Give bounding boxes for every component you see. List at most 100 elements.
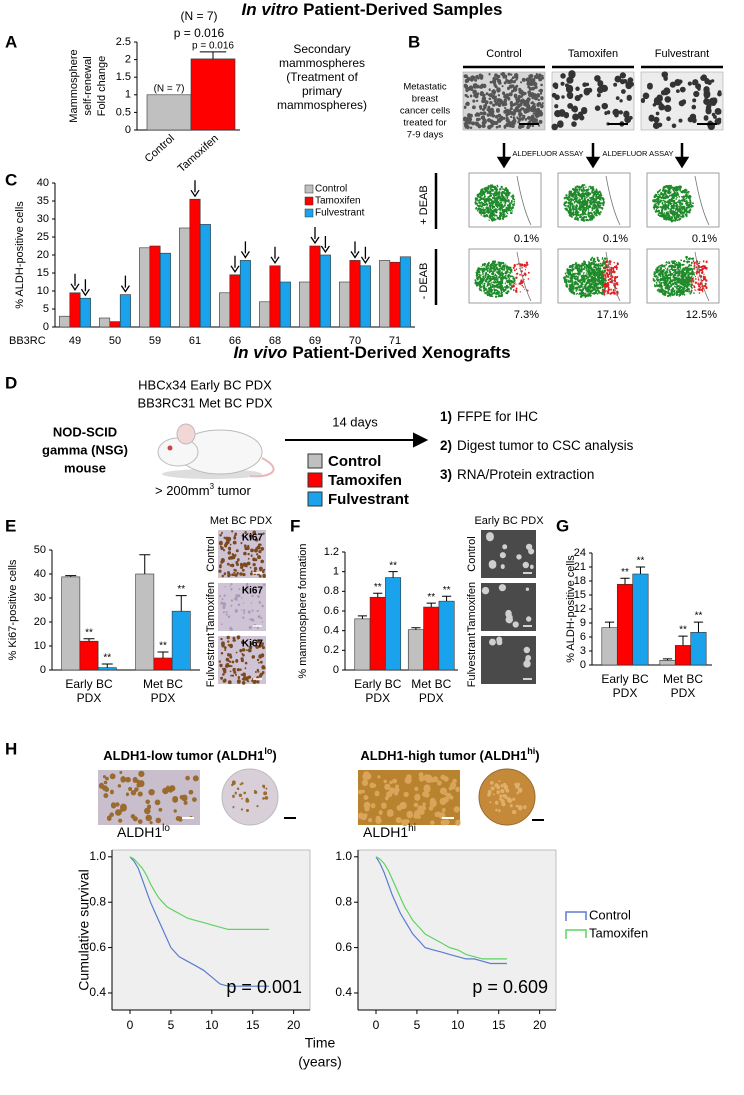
ihc-title-part: ) [272, 748, 276, 763]
legend-label: Tamoxifen [328, 472, 402, 489]
bar [135, 573, 155, 671]
section-heading-part: In vivo [233, 343, 287, 362]
y-tick-label: 1 [333, 566, 339, 578]
error-bar [199, 51, 227, 59]
significance-label: ** [159, 641, 167, 652]
chart-title-part: ALDH1 [117, 824, 162, 840]
error-bar [678, 635, 688, 646]
percent-label: 12.5% [686, 309, 717, 321]
plot-area [111, 849, 311, 1011]
y-tick-label: 0.4 [335, 985, 352, 999]
bar [389, 261, 401, 328]
model-label: HBCx34 Early BC PDX [138, 377, 272, 392]
y-tick-label: 20 [37, 249, 49, 261]
error-bar [441, 595, 452, 602]
error-bar [357, 615, 368, 619]
note: Metastatic [403, 82, 447, 93]
column-header: Tamoxifen [568, 48, 618, 60]
arrow [585, 143, 601, 169]
p-value: p = 0.001 [226, 977, 302, 997]
row-label: Tamoxifen [466, 582, 478, 632]
bar [179, 227, 191, 328]
mouse-tail [249, 457, 275, 478]
step-label-part: RNA/Protein extraction [457, 467, 594, 482]
x-tick-label: 71 [389, 335, 401, 347]
survival-curve [129, 856, 270, 987]
timeline-arrow [285, 432, 429, 448]
y-tick-label: 0.8 [324, 585, 339, 597]
panel-label: B [408, 32, 420, 51]
legend-label: Control [315, 184, 347, 195]
bar [61, 576, 81, 671]
error-bar [693, 621, 704, 633]
duration-label: 14 days [332, 414, 378, 429]
note: primary [302, 84, 342, 98]
mouse-label: gamma (NSG) [42, 442, 128, 457]
bar [379, 260, 391, 328]
bar [354, 618, 371, 671]
y-tick-label: 24 [574, 547, 586, 559]
section-heading: In vivo Patient-Derived Xenografts [233, 343, 510, 362]
y-tick-label: 15 [37, 267, 49, 279]
error-bar [635, 566, 646, 574]
percent-label: 0.1% [692, 233, 717, 245]
flow-events [652, 260, 694, 298]
y-tick-label: 10 [37, 285, 49, 297]
bar [59, 315, 71, 328]
y-tick-label: 1.0 [89, 849, 106, 863]
y-tick-label: 0.6 [335, 940, 352, 954]
legend-label: Control [328, 453, 381, 470]
ihc-title-part: lo [264, 746, 273, 756]
bar [69, 292, 81, 328]
x-tick-label: 50 [109, 335, 121, 347]
row-label: - DEAB [418, 263, 430, 300]
flow-events [652, 184, 694, 223]
x-tick-label: 61 [189, 335, 201, 347]
x-axis-label: (years) [298, 1054, 342, 1070]
x-tick-label: Early BC PDX [354, 678, 401, 705]
flow-events [474, 184, 516, 222]
y-tick-label: 0.6 [324, 605, 339, 617]
chart-title: ALDH1hi [363, 823, 416, 840]
legend-label: Fulvestrant [328, 491, 409, 508]
significance-label: ** [679, 625, 687, 636]
legend-swatch [307, 453, 323, 469]
bar [407, 629, 424, 671]
x-tick-label: 10 [205, 1018, 219, 1032]
legend-swatch [307, 472, 323, 488]
x-tick-label: 0 [127, 1018, 134, 1032]
bar [601, 627, 618, 666]
bar [149, 245, 161, 328]
section-heading-part: Patient-Derived Xenografts [292, 343, 510, 362]
y-tick-label: 2.5 [116, 36, 131, 48]
bar [159, 252, 171, 328]
bar [269, 265, 281, 328]
x-tick-label: 20 [533, 1018, 547, 1032]
y-tick-label: 35 [37, 195, 49, 207]
flow-events [563, 183, 605, 222]
column-header: Control [486, 48, 521, 60]
bar [659, 660, 676, 666]
arrow [674, 143, 690, 169]
bar [219, 292, 231, 328]
step-label-part: Digest tumor to CSC analysis [457, 438, 634, 453]
arrow-marker [310, 227, 320, 245]
x-tick-label: Early BC PDX [601, 673, 648, 700]
step-label-part: 1) [440, 409, 452, 424]
note: breast [412, 94, 439, 105]
error-bar [157, 651, 169, 658]
significance-label: ** [374, 582, 382, 593]
y-axis-label: Mammosphere [68, 49, 80, 122]
y-tick-label: 0.8 [89, 894, 106, 908]
y-tick-label: 25 [37, 231, 49, 243]
percent-label: 0.1% [514, 233, 539, 245]
significance-label: (N = 7) [154, 83, 185, 94]
panel-label: H [5, 739, 17, 758]
y-tick-label: 20 [34, 616, 46, 628]
panel-label: A [5, 32, 17, 51]
y-tick-label: 0.5 [116, 106, 131, 118]
legend-label: Tamoxifen [589, 925, 648, 940]
flow-events [474, 260, 516, 298]
legend-swatch [304, 196, 314, 206]
